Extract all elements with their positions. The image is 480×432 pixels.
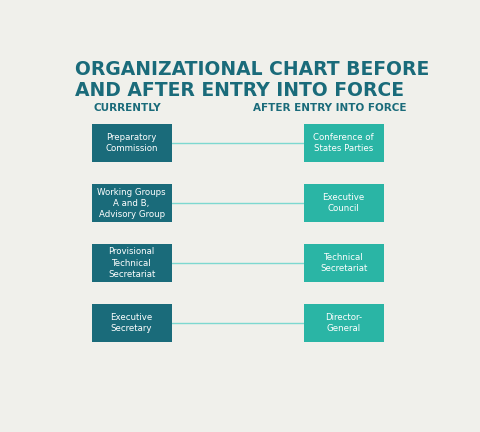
Text: ORGANIZATIONAL CHART BEFORE
AND AFTER ENTRY INTO FORCE: ORGANIZATIONAL CHART BEFORE AND AFTER EN… [75,60,429,100]
Text: Working Groups
A and B,
Advisory Group: Working Groups A and B, Advisory Group [97,187,166,219]
FancyBboxPatch shape [304,244,384,282]
FancyBboxPatch shape [304,124,384,162]
Text: Executive
Secretary: Executive Secretary [110,313,153,333]
Text: Executive
Council: Executive Council [323,193,365,213]
Text: Preparatory
Commission: Preparatory Commission [106,133,158,153]
Text: Provisional
Technical
Secretariat: Provisional Technical Secretariat [108,248,156,279]
FancyBboxPatch shape [92,124,172,162]
Text: Technical
Secretariat: Technical Secretariat [320,253,367,273]
FancyBboxPatch shape [304,304,384,342]
Text: Conference of
States Parties: Conference of States Parties [313,133,374,153]
FancyBboxPatch shape [92,184,172,222]
FancyBboxPatch shape [92,244,172,282]
FancyBboxPatch shape [92,304,172,342]
Text: Director-
General: Director- General [325,313,362,333]
Text: AFTER ENTRY INTO FORCE: AFTER ENTRY INTO FORCE [253,103,407,113]
FancyBboxPatch shape [304,184,384,222]
Text: CURRENTLY: CURRENTLY [94,103,161,113]
